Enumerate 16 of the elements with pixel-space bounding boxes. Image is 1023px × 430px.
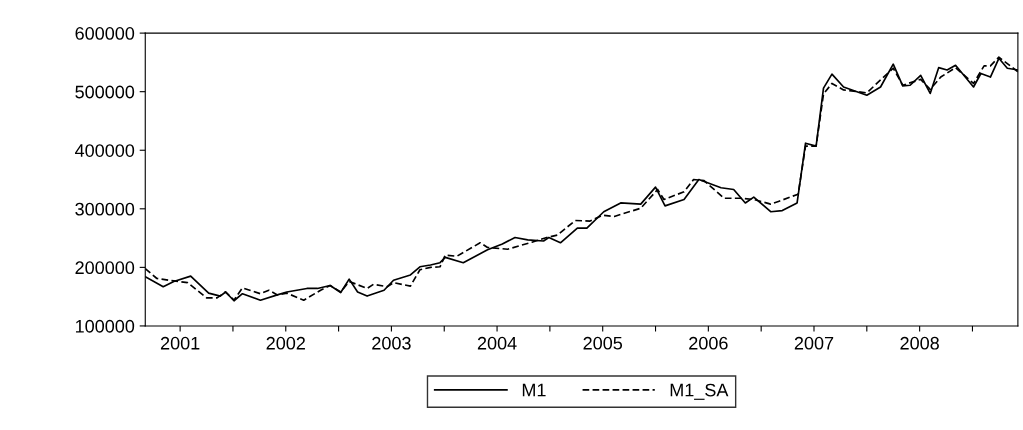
y-tick-label: 600000 <box>75 27 135 40</box>
x-tick-label: 2005 <box>583 336 623 350</box>
x-tick-label: 2002 <box>266 336 305 350</box>
x-tick-label: 2003 <box>372 336 411 350</box>
y-tick-label: 500000 <box>75 85 135 99</box>
legend-label: M1_SA <box>670 383 729 400</box>
x-tick-label: 2001 <box>160 336 200 350</box>
y-tick-label: 100000 <box>75 319 135 333</box>
y-tick-label: 300000 <box>75 202 135 216</box>
y-tick-label: 200000 <box>75 261 135 275</box>
x-tick-label: 2008 <box>900 336 939 350</box>
x-tick-label: 2006 <box>689 336 728 350</box>
legend-label: M1 <box>522 383 546 397</box>
x-tick-label: 2007 <box>794 336 834 350</box>
y-tick-label: 400000 <box>75 144 135 157</box>
x-tick-label: 2004 <box>477 336 517 350</box>
